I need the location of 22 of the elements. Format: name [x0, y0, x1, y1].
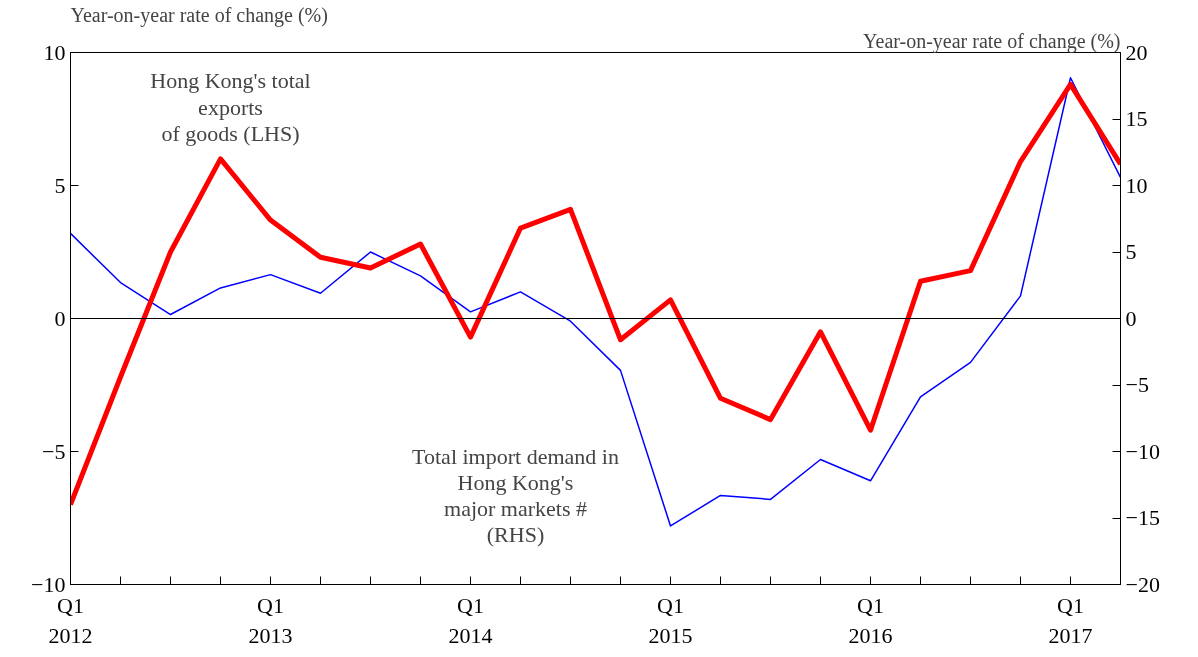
y2-tick-label: −15 [1125, 505, 1160, 530]
series-label: Total import demand in Hong Kong's major markets # (RHS) [412, 443, 619, 548]
y2-axis-title: Year-on-year rate of change (%) [863, 29, 1121, 53]
y-tick-label: 0 [54, 305, 66, 331]
x-tick-label: Q1 2014 [448, 592, 493, 648]
y-tick-label: 5 [54, 172, 66, 198]
text: Hong Kong's total exports of goods (LHS) [150, 68, 311, 146]
y2-tick-label: 15 [1125, 106, 1148, 131]
y2-tick-label: −20 [1125, 571, 1160, 597]
y-axis-title: Year-on-year rate of change (%) [70, 3, 328, 27]
y2-tick-label: −5 [1125, 372, 1149, 397]
x-tick-label: Q1 2015 [648, 592, 693, 648]
y2-tick-label: 20 [1125, 39, 1148, 65]
x-tick-label: Q1 2016 [848, 592, 893, 648]
x-tick-label: Q1 2013 [248, 592, 293, 648]
y-tick-label: −5 [42, 438, 66, 464]
y2-tick-label: 0 [1125, 305, 1137, 331]
y2-tick-label: −10 [1125, 438, 1160, 464]
y-tick-label: 10 [43, 39, 66, 65]
x-tick-label: Q1 2017 [1048, 592, 1093, 648]
y2-tick-label: 10 [1125, 172, 1148, 198]
y2-tick-label: 5 [1125, 239, 1137, 264]
